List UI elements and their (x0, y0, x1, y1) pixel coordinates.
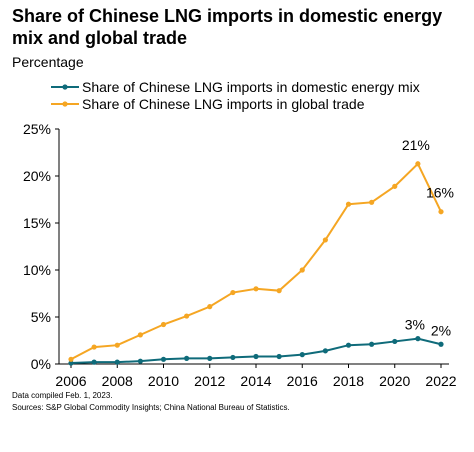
data-point-global-trade (207, 304, 213, 310)
data-point-global-trade (68, 356, 74, 362)
data-point-domestic-mix (345, 342, 352, 348)
x-tick-label: 2006 (55, 373, 86, 389)
x-tick-label: 2010 (148, 373, 179, 389)
x-tick-label: 2022 (425, 373, 456, 389)
x-tick-label: 2016 (287, 373, 318, 389)
data-point-domestic-mix (137, 358, 143, 364)
data-label: 21% (402, 137, 430, 153)
x-tick-label: 2008 (102, 373, 133, 389)
x-tick-label: 2018 (333, 373, 364, 389)
data-point-global-trade (91, 344, 97, 350)
legend-marker-global-trade (62, 101, 68, 107)
data-point-global-trade (137, 332, 143, 338)
data-point-domestic-mix (369, 341, 375, 347)
data-point-global-trade (160, 321, 167, 328)
data-point-domestic-mix (91, 359, 97, 365)
data-point-domestic-mix (415, 336, 421, 342)
data-point-global-trade (276, 288, 282, 294)
data-point-domestic-mix (68, 360, 74, 366)
y-tick-label: 25% (23, 121, 51, 137)
chart-subtitle: Percentage (12, 54, 84, 70)
data-point-global-trade (230, 289, 236, 296)
y-tick-label: 10% (23, 262, 51, 278)
data-point-domestic-mix (438, 341, 444, 347)
series-line-global-trade (70, 162, 442, 361)
data-point-global-trade (322, 237, 328, 243)
footnote-sources: Sources: S&P Global Commodity Insights; … (12, 403, 290, 412)
chart-title: Share of Chinese LNG imports in domestic… (12, 6, 443, 48)
x-tick-label: 2020 (379, 373, 410, 389)
y-tick-label: 5% (31, 309, 51, 325)
legend-label-domestic-mix: Share of Chinese LNG imports in domestic… (82, 79, 420, 95)
data-point-domestic-mix (160, 356, 167, 362)
data-point-global-trade (299, 267, 305, 273)
data-point-global-trade (114, 342, 120, 348)
x-tick-label: 2012 (194, 373, 225, 389)
data-point-domestic-mix (230, 354, 236, 361)
data-point-domestic-mix (322, 348, 328, 354)
data-point-domestic-mix (114, 359, 120, 365)
legend-marker-domestic-mix (62, 84, 68, 90)
data-point-global-trade (369, 199, 375, 205)
footnote-date: Data compiled Feb. 1, 2023. (12, 391, 113, 400)
series-line-domestic-mix (70, 337, 442, 365)
data-point-global-trade (253, 286, 259, 292)
data-label: 3% (405, 317, 425, 333)
x-tick-label: 2014 (240, 373, 271, 389)
data-point-global-trade (438, 209, 444, 215)
data-point-domestic-mix (184, 355, 190, 361)
data-point-domestic-mix (392, 338, 398, 345)
data-point-global-trade (345, 201, 352, 207)
y-tick-label: 15% (23, 215, 51, 231)
data-point-domestic-mix (299, 352, 305, 358)
data-label: 16% (426, 185, 454, 201)
data-label: 2% (431, 322, 451, 338)
legend-label-global-trade: Share of Chinese LNG imports in global t… (82, 96, 365, 112)
data-point-domestic-mix (253, 353, 259, 360)
data-point-global-trade (415, 161, 421, 167)
y-tick-label: 20% (23, 168, 51, 184)
data-point-global-trade (392, 183, 398, 189)
data-point-domestic-mix (207, 355, 213, 361)
data-point-domestic-mix (276, 353, 282, 360)
y-tick-label: 0% (31, 356, 51, 372)
data-point-global-trade (184, 313, 190, 319)
